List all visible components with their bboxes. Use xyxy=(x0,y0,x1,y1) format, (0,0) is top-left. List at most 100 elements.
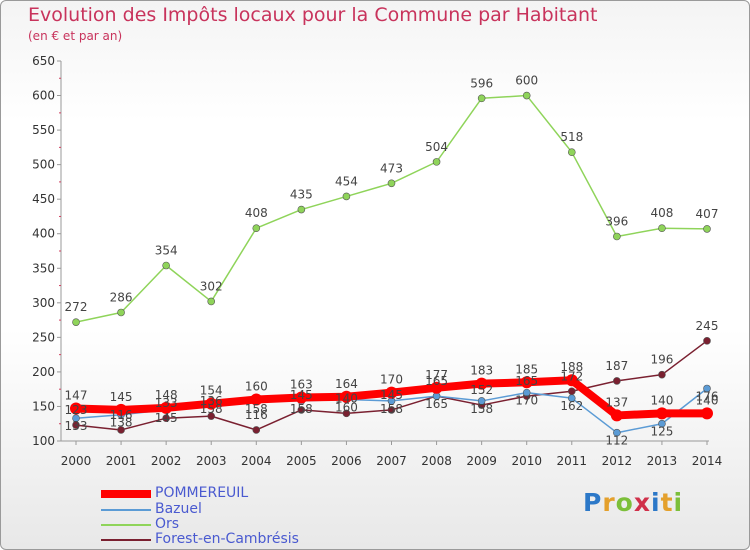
data-label-bazuel: 133 xyxy=(65,419,88,433)
legend-swatch-ors xyxy=(101,524,151,526)
data-label-ors: 354 xyxy=(155,244,178,258)
data-label-pommereuil: 140 xyxy=(650,393,673,407)
data-point-bazuel xyxy=(613,428,621,437)
data-point-bazuel xyxy=(522,388,531,397)
data-point-pommereuil xyxy=(250,393,263,406)
data-label-forest-en-cambr-sis: 152 xyxy=(470,383,493,397)
y-tick-label: 550 xyxy=(32,123,55,137)
data-point-ors xyxy=(658,224,666,232)
data-point-pommereuil xyxy=(610,409,623,422)
legend-item-pommereuil: POMMEREUIL xyxy=(101,485,361,503)
data-point-pommereuil xyxy=(475,377,488,390)
data-label-ors: 596 xyxy=(470,76,493,90)
data-label-forest-en-cambr-sis: 172 xyxy=(560,369,583,383)
data-label-ors: 272 xyxy=(65,300,88,314)
data-label-forest-en-cambr-sis: 136 xyxy=(200,394,223,408)
data-point-forest-en-cambr-sis xyxy=(658,370,666,379)
data-label-pommereuil: 177 xyxy=(425,368,448,382)
x-tick-label: 2013 xyxy=(647,454,678,468)
data-point-forest-en-cambr-sis xyxy=(567,387,576,396)
data-label-pommereuil: 163 xyxy=(290,377,313,391)
proxiti-logo: Proxiti xyxy=(583,488,684,517)
data-label-forest-en-cambr-sis: 187 xyxy=(605,359,628,373)
data-label-pommereuil: 188 xyxy=(560,360,583,374)
chart-title: Evolution des Impôts locaux pour la Comm… xyxy=(28,4,598,26)
data-label-bazuel: 165 xyxy=(425,397,448,411)
data-point-forest-en-cambr-sis xyxy=(252,426,261,434)
legend-item-forest: Forest-en-Cambrésis xyxy=(101,531,361,549)
data-point-pommereuil xyxy=(340,390,353,403)
data-label-ors: 396 xyxy=(605,214,628,228)
data-point-pommereuil xyxy=(655,407,668,420)
data-point-forest-en-cambr-sis xyxy=(117,426,125,434)
data-label-forest-en-cambr-sis: 140 xyxy=(335,391,358,405)
data-label-forest-en-cambr-sis: 165 xyxy=(515,374,538,388)
x-tick-label: 2003 xyxy=(196,454,227,468)
data-label-bazuel: 158 xyxy=(290,402,313,416)
data-point-ors xyxy=(567,148,576,156)
data-label-bazuel: 158 xyxy=(200,402,223,416)
data-label-bazuel: 125 xyxy=(650,425,673,439)
data-label-ors: 473 xyxy=(380,161,403,175)
y-tick-label: 600 xyxy=(32,89,55,103)
data-point-pommereuil xyxy=(701,407,713,420)
data-point-forest-en-cambr-sis xyxy=(297,406,306,414)
data-point-pommereuil xyxy=(385,386,398,399)
data-label-forest-en-cambr-sis: 133 xyxy=(155,396,178,410)
data-label-bazuel: 138 xyxy=(110,416,133,430)
series-line-ors xyxy=(75,94,708,323)
data-label-pommereuil: 154 xyxy=(200,384,223,398)
x-tick-label: 2008 xyxy=(421,454,452,468)
data-label-pommereuil: 148 xyxy=(155,388,178,402)
x-tick-label: 2012 xyxy=(602,454,633,468)
data-label-forest-en-cambr-sis: 145 xyxy=(380,388,403,402)
data-label-forest-en-cambr-sis: 116 xyxy=(245,408,268,422)
data-label-bazuel: 176 xyxy=(696,389,719,403)
legend-label-ors: Ors xyxy=(155,516,180,532)
data-point-forest-en-cambr-sis xyxy=(207,412,216,420)
x-tick-label: 2001 xyxy=(106,454,137,468)
data-label-ors: 600 xyxy=(515,74,538,88)
x-tick-label: 2000 xyxy=(61,454,92,468)
y-tick-label: 500 xyxy=(32,158,55,172)
data-point-forest-en-cambr-sis xyxy=(342,409,351,418)
legend-swatch-bazuel xyxy=(101,509,151,511)
data-label-ors: 302 xyxy=(200,279,223,293)
data-point-bazuel xyxy=(567,394,576,402)
data-point-pommereuil xyxy=(205,397,218,410)
legend-label-pommereuil: POMMEREUIL xyxy=(155,485,249,501)
legend-label-bazuel: Bazuel xyxy=(155,501,202,517)
data-point-ors xyxy=(72,318,80,326)
legend-item-ors: Ors xyxy=(101,516,361,534)
data-label-bazuel: 112 xyxy=(605,434,628,448)
data-label-pommereuil: 164 xyxy=(335,377,358,391)
data-point-ors xyxy=(342,192,351,201)
x-tick-label: 2011 xyxy=(557,454,588,468)
data-point-forest-en-cambr-sis xyxy=(613,377,621,385)
data-point-ors xyxy=(297,205,306,214)
data-label-ors: 408 xyxy=(245,206,268,220)
data-point-pommereuil xyxy=(70,402,82,415)
data-label-pommereuil: 140 xyxy=(696,393,719,407)
y-tick-label: 150 xyxy=(32,399,55,413)
data-label-pommereuil: 185 xyxy=(515,362,538,376)
data-label-pommereuil: 145 xyxy=(110,390,133,404)
x-tick-label: 2005 xyxy=(286,454,317,468)
data-point-ors xyxy=(207,297,216,306)
data-label-pommereuil: 183 xyxy=(470,364,493,378)
data-label-ors: 454 xyxy=(335,174,358,188)
data-label-pommereuil: 147 xyxy=(65,389,88,403)
data-point-pommereuil xyxy=(160,401,173,414)
x-tick-label: 2007 xyxy=(376,454,407,468)
data-point-pommereuil xyxy=(430,381,443,394)
data-label-bazuel: 145 xyxy=(155,411,178,425)
y-tick-label: 350 xyxy=(32,261,55,275)
data-point-ors xyxy=(117,308,125,317)
legend-swatch-pommereuil xyxy=(101,490,151,498)
data-label-bazuel: 158 xyxy=(380,402,403,416)
data-label-forest-en-cambr-sis: 123 xyxy=(65,403,88,417)
data-label-ors: 435 xyxy=(290,188,313,202)
data-point-bazuel xyxy=(72,414,80,423)
data-label-pommereuil: 160 xyxy=(245,380,268,394)
